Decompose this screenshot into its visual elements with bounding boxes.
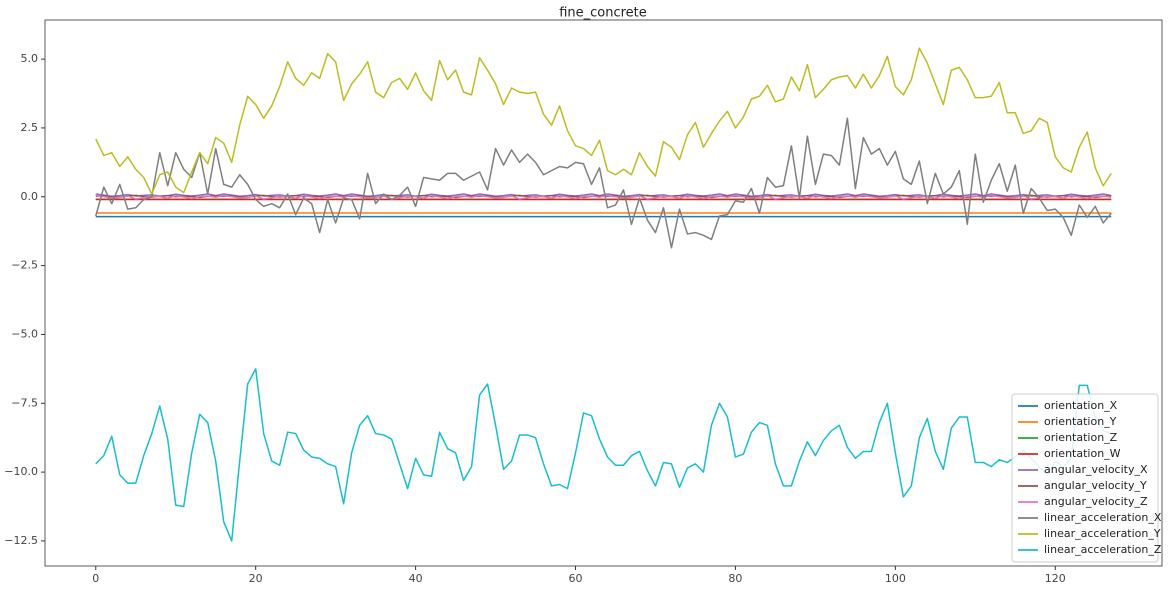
x-tick-label: 20: [249, 572, 263, 585]
y-tick-label: −7.5: [11, 396, 38, 409]
legend-label: linear_acceleration_Y: [1044, 527, 1161, 540]
x-tick-label: 120: [1045, 572, 1066, 585]
legend-label: angular_velocity_X: [1044, 463, 1148, 476]
x-tick-label: 0: [92, 572, 99, 585]
series-line: [95, 368, 1112, 542]
legend-box: [1011, 393, 1159, 563]
legend-label: orientation_W: [1044, 447, 1121, 460]
series-line: [95, 194, 1112, 200]
y-tick-label: 5.0: [21, 52, 39, 65]
y-tick-label: −5.0: [11, 327, 38, 340]
legend-label: angular_velocity_Z: [1044, 495, 1148, 508]
x-tick-label: 40: [409, 572, 423, 585]
series-line: [95, 117, 1112, 249]
legend-label: linear_acceleration_Z: [1044, 543, 1162, 556]
x-tick-label: 100: [885, 572, 906, 585]
x-tick-label: 80: [728, 572, 742, 585]
y-tick-label: 0.0: [21, 190, 39, 203]
chart-title: fine_concrete: [559, 6, 647, 21]
x-tick-label: 60: [569, 572, 583, 585]
legend-label: orientation_Y: [1044, 415, 1117, 428]
y-tick-label: 2.5: [21, 121, 39, 134]
legend: orientation_X orientation_Y orientation_Zo…: [1011, 393, 1162, 563]
legend-label: orientation_X: [1044, 399, 1118, 412]
legend-label: orientation_Z: [1044, 431, 1118, 444]
legend-label: linear_acceleration_X: [1044, 511, 1162, 524]
plot-frame: [44, 19, 1163, 567]
series-line: [95, 47, 1112, 195]
y-tick-label: −10.0: [4, 465, 38, 478]
legend-label: angular_velocity_Y: [1044, 479, 1147, 492]
y-tick-label: −2.5: [11, 259, 38, 272]
y-tick-label: −12.5: [4, 534, 38, 547]
